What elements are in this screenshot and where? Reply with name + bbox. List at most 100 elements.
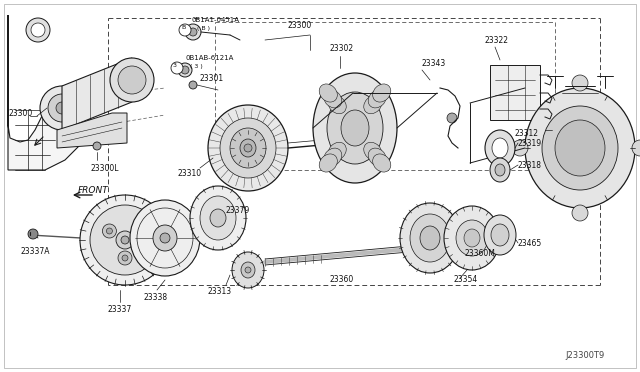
Ellipse shape bbox=[241, 262, 255, 278]
Ellipse shape bbox=[525, 88, 635, 208]
Ellipse shape bbox=[244, 144, 252, 152]
Ellipse shape bbox=[324, 148, 342, 166]
Ellipse shape bbox=[26, 18, 50, 42]
Bar bbox=[490, 65, 540, 120]
Ellipse shape bbox=[134, 224, 148, 238]
Ellipse shape bbox=[220, 118, 276, 178]
Text: 23337A: 23337A bbox=[20, 247, 49, 257]
Ellipse shape bbox=[245, 267, 251, 273]
Ellipse shape bbox=[130, 200, 200, 276]
Ellipse shape bbox=[512, 140, 528, 156]
Text: 23312: 23312 bbox=[515, 128, 539, 138]
Ellipse shape bbox=[171, 62, 183, 74]
Text: 3: 3 bbox=[173, 62, 177, 67]
Text: B: B bbox=[181, 25, 185, 29]
Ellipse shape bbox=[185, 24, 201, 40]
Text: 23337: 23337 bbox=[107, 305, 131, 314]
Ellipse shape bbox=[368, 148, 387, 166]
Ellipse shape bbox=[118, 66, 146, 94]
Ellipse shape bbox=[364, 142, 382, 160]
Ellipse shape bbox=[40, 86, 84, 130]
Ellipse shape bbox=[372, 84, 391, 102]
Ellipse shape bbox=[48, 94, 76, 122]
Polygon shape bbox=[62, 58, 132, 130]
Ellipse shape bbox=[447, 113, 457, 123]
Ellipse shape bbox=[200, 196, 236, 240]
Text: ( B ): ( B ) bbox=[197, 26, 210, 31]
Ellipse shape bbox=[80, 195, 170, 285]
Text: 23301: 23301 bbox=[200, 74, 224, 83]
Text: 23318: 23318 bbox=[518, 160, 542, 170]
Ellipse shape bbox=[189, 28, 197, 36]
Ellipse shape bbox=[208, 105, 288, 191]
Text: ( 3 ): ( 3 ) bbox=[190, 64, 203, 68]
Text: 23322: 23322 bbox=[485, 35, 509, 45]
Ellipse shape bbox=[178, 63, 192, 77]
Ellipse shape bbox=[90, 205, 160, 275]
Ellipse shape bbox=[121, 236, 129, 244]
Ellipse shape bbox=[110, 58, 154, 102]
Ellipse shape bbox=[444, 206, 500, 270]
Text: 23379: 23379 bbox=[225, 205, 249, 215]
Text: 23310: 23310 bbox=[178, 169, 202, 177]
Ellipse shape bbox=[106, 228, 113, 234]
Ellipse shape bbox=[319, 154, 337, 172]
Ellipse shape bbox=[189, 81, 197, 89]
Ellipse shape bbox=[632, 140, 640, 156]
Ellipse shape bbox=[410, 214, 450, 262]
Text: J23300T9: J23300T9 bbox=[565, 350, 604, 359]
Ellipse shape bbox=[232, 252, 264, 288]
Ellipse shape bbox=[485, 130, 515, 166]
Ellipse shape bbox=[572, 205, 588, 221]
Polygon shape bbox=[8, 15, 90, 170]
Ellipse shape bbox=[122, 255, 128, 261]
Text: 23360: 23360 bbox=[330, 276, 355, 285]
Ellipse shape bbox=[56, 102, 68, 114]
Text: 23343: 23343 bbox=[422, 58, 446, 67]
Ellipse shape bbox=[368, 90, 387, 108]
Text: 0B1A1-0451A: 0B1A1-0451A bbox=[192, 17, 240, 23]
Ellipse shape bbox=[160, 233, 170, 243]
Ellipse shape bbox=[138, 228, 143, 234]
Ellipse shape bbox=[31, 23, 45, 37]
Ellipse shape bbox=[572, 75, 588, 91]
Ellipse shape bbox=[230, 128, 266, 168]
Text: 23319: 23319 bbox=[518, 138, 542, 148]
Ellipse shape bbox=[210, 209, 226, 227]
Ellipse shape bbox=[181, 66, 189, 74]
Ellipse shape bbox=[28, 229, 38, 239]
Ellipse shape bbox=[484, 215, 516, 255]
Ellipse shape bbox=[319, 84, 337, 102]
Ellipse shape bbox=[464, 229, 480, 247]
Ellipse shape bbox=[324, 90, 342, 108]
Ellipse shape bbox=[153, 225, 177, 251]
Ellipse shape bbox=[118, 251, 132, 265]
Text: 23300: 23300 bbox=[8, 109, 32, 118]
Text: 23300L: 23300L bbox=[90, 164, 118, 173]
Ellipse shape bbox=[542, 106, 618, 190]
Text: 23313: 23313 bbox=[208, 288, 232, 296]
Polygon shape bbox=[57, 113, 127, 148]
Ellipse shape bbox=[328, 96, 346, 114]
Ellipse shape bbox=[313, 73, 397, 183]
Text: 23338: 23338 bbox=[143, 294, 167, 302]
Text: 0B1AB-6121A: 0B1AB-6121A bbox=[185, 55, 234, 61]
Ellipse shape bbox=[341, 110, 369, 146]
Ellipse shape bbox=[328, 142, 346, 160]
Text: 23360M: 23360M bbox=[465, 248, 496, 257]
Ellipse shape bbox=[555, 120, 605, 176]
Text: 23302: 23302 bbox=[330, 44, 354, 52]
Ellipse shape bbox=[364, 96, 382, 114]
Ellipse shape bbox=[492, 138, 508, 158]
Ellipse shape bbox=[102, 224, 116, 238]
Ellipse shape bbox=[327, 92, 383, 164]
Ellipse shape bbox=[93, 142, 101, 150]
Text: 23354: 23354 bbox=[454, 276, 478, 285]
Text: 23300: 23300 bbox=[288, 20, 312, 29]
Ellipse shape bbox=[372, 154, 391, 172]
Ellipse shape bbox=[116, 231, 134, 249]
Ellipse shape bbox=[400, 203, 460, 273]
Ellipse shape bbox=[456, 220, 488, 256]
Ellipse shape bbox=[420, 226, 440, 250]
Ellipse shape bbox=[240, 139, 256, 157]
